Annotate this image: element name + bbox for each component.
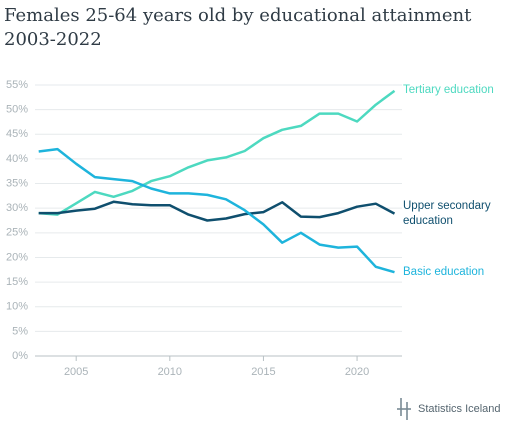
y-tick-label: 45% bbox=[6, 128, 28, 140]
series-label-box: Basic education bbox=[403, 265, 485, 278]
y-tick-label: 30% bbox=[6, 202, 28, 214]
series-line bbox=[38, 89, 396, 216]
y-tick-label: 55% bbox=[6, 79, 28, 91]
x-tick-label: 2020 bbox=[345, 366, 369, 378]
chart-title: Females 25-64 years old by educational a… bbox=[4, 5, 472, 50]
y-tick-label: 35% bbox=[6, 177, 28, 189]
x-tick-label: 2015 bbox=[251, 366, 275, 378]
series-label: Upper secondary education bbox=[403, 199, 491, 227]
y-tick-label: 50% bbox=[6, 104, 28, 116]
y-tick-label: 40% bbox=[6, 153, 28, 165]
title-box: Females 25-64 years old by educational a… bbox=[4, 5, 472, 50]
x-tick-label: 2005 bbox=[64, 366, 88, 378]
y-tick-label: 20% bbox=[6, 251, 28, 263]
logo bbox=[397, 398, 411, 420]
series-label-box: Upper secondary education bbox=[403, 199, 491, 227]
x-tick-label: 2010 bbox=[158, 366, 182, 378]
series-label: Tertiary education bbox=[403, 84, 494, 97]
y-tick-label: 25% bbox=[6, 227, 28, 239]
y-tick-label: 10% bbox=[6, 301, 28, 313]
y-tick-label: 15% bbox=[6, 276, 28, 288]
series-line bbox=[38, 200, 396, 222]
series-label-box: Tertiary education bbox=[403, 84, 494, 97]
source: Statistics Iceland bbox=[418, 403, 501, 415]
y-tick-label: 5% bbox=[12, 325, 28, 337]
series-label: Basic education bbox=[403, 265, 485, 278]
y-tick-label: 0% bbox=[12, 350, 28, 362]
series-line bbox=[38, 147, 395, 274]
